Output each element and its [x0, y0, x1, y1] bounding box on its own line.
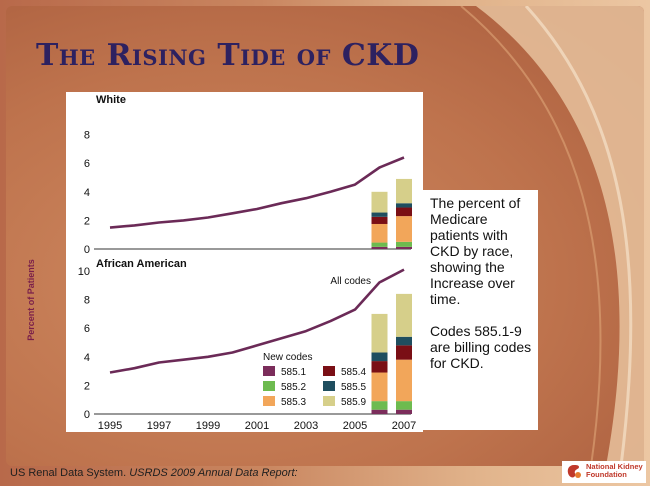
stack-segment-585-5: [371, 212, 388, 217]
stack-segment-585-9: [371, 191, 388, 213]
legend-swatch-585-9: [323, 396, 335, 406]
x-tick-label: 1999: [196, 420, 220, 432]
stack-segment-585-5: [396, 203, 412, 208]
stack-segment-585-1: [371, 246, 388, 249]
y-tick-label: 8: [84, 295, 90, 307]
stack-segment-585-3: [396, 216, 412, 242]
y-tick-label: 4: [84, 187, 90, 199]
y-tick-label: 10: [78, 266, 90, 278]
y-tick-label: 2: [84, 215, 90, 227]
panel-label: White: [96, 94, 126, 106]
legend-title: New codes: [263, 352, 312, 363]
legend-label: 585.5: [341, 382, 366, 393]
stack-segment-585-4: [396, 207, 412, 217]
legend-label: 585.3: [281, 397, 306, 408]
stack-segment-585-5: [396, 336, 412, 346]
stack-segment-585-2: [396, 401, 412, 410]
footer-source: US Renal Data System.: [10, 467, 130, 479]
caption-paragraph-1: The percent of Medicare patients with CK…: [430, 195, 521, 307]
x-tick-label: 2001: [245, 420, 269, 432]
stack-segment-585-1: [396, 246, 412, 249]
all-codes-line-0: [109, 156, 405, 229]
legend-label: 585.2: [281, 382, 306, 393]
stack-segment-585-9: [371, 313, 388, 353]
stack-segment-585-3: [396, 359, 412, 402]
nkf-logo: National Kidney Foundation: [562, 461, 646, 483]
y-tick-label: 6: [84, 158, 90, 170]
stack-segment-585-4: [396, 345, 412, 360]
x-tick-label: 1997: [147, 420, 171, 432]
legend-label: 585.4: [341, 367, 366, 378]
kidney-logo-icon: [567, 465, 581, 478]
y-tick-label: 0: [84, 409, 90, 421]
logo-line-2: Foundation: [586, 470, 627, 479]
logo-text: National Kidney Foundation: [586, 463, 643, 479]
stack-segment-585-4: [371, 216, 388, 224]
background-swoosh: [460, 6, 644, 466]
chart-panel: 0 2 4 6 8 White 0 2 4 6 8 10 African American All cod…: [66, 92, 423, 432]
footer-report-title: USRDS 2009 Annual Data Report:: [129, 467, 298, 479]
caption-paragraph-2: Codes 585.1-9 are billing codes for CKD.: [430, 323, 532, 371]
y-tick-label: 8: [84, 130, 90, 142]
legend-swatch-585-2: [263, 381, 275, 391]
x-tick-label: 1995: [98, 420, 122, 432]
chart-svg: 0 2 4 6 8 White 0 2 4 6 8 10 African American All cod…: [78, 94, 416, 432]
stack-segment-585-2: [371, 401, 388, 410]
legend-swatch-585-4: [323, 366, 335, 376]
stack-segment-585-1: [371, 409, 388, 414]
stack-segment-585-4: [371, 361, 388, 373]
legend-swatch-585-5: [323, 381, 335, 391]
legend-swatch-585-3: [263, 396, 275, 406]
legend-label: 585.1: [281, 367, 306, 378]
stack-segment-585-2: [371, 242, 388, 247]
slide-title: The Rising Tide of CKD: [36, 38, 420, 73]
stack-segment-585-1: [396, 409, 412, 414]
y-axis-label: Percent of Patients: [26, 259, 36, 341]
panel-label: African American: [96, 258, 187, 270]
x-tick-label: 2005: [343, 420, 367, 432]
stack-segment-585-2: [396, 241, 412, 247]
stack-segment-585-9: [396, 178, 412, 204]
stack-segment-585-9: [396, 293, 412, 337]
stack-segment-585-3: [371, 223, 388, 243]
logo-line-1: National Kidney: [586, 462, 643, 471]
legend-label: 585.9: [341, 397, 366, 408]
y-tick-label: 0: [84, 244, 90, 256]
stack-segment-585-5: [371, 352, 388, 362]
stack-segment-585-3: [371, 372, 388, 402]
y-tick-label: 2: [84, 380, 90, 392]
x-tick-label: 2007: [392, 420, 416, 432]
y-tick-label: 6: [84, 323, 90, 335]
caption-textbox: The percent of Medicare patients with CK…: [423, 190, 538, 430]
all-codes-label: All codes: [330, 276, 371, 287]
footer-citation: US Renal Data System. USRDS 2009 Annual …: [10, 467, 298, 479]
x-tick-label: 2003: [294, 420, 318, 432]
all-codes-line-1: [109, 268, 405, 374]
legend-swatch-585-1: [263, 366, 275, 376]
y-tick-label: 4: [84, 352, 90, 364]
